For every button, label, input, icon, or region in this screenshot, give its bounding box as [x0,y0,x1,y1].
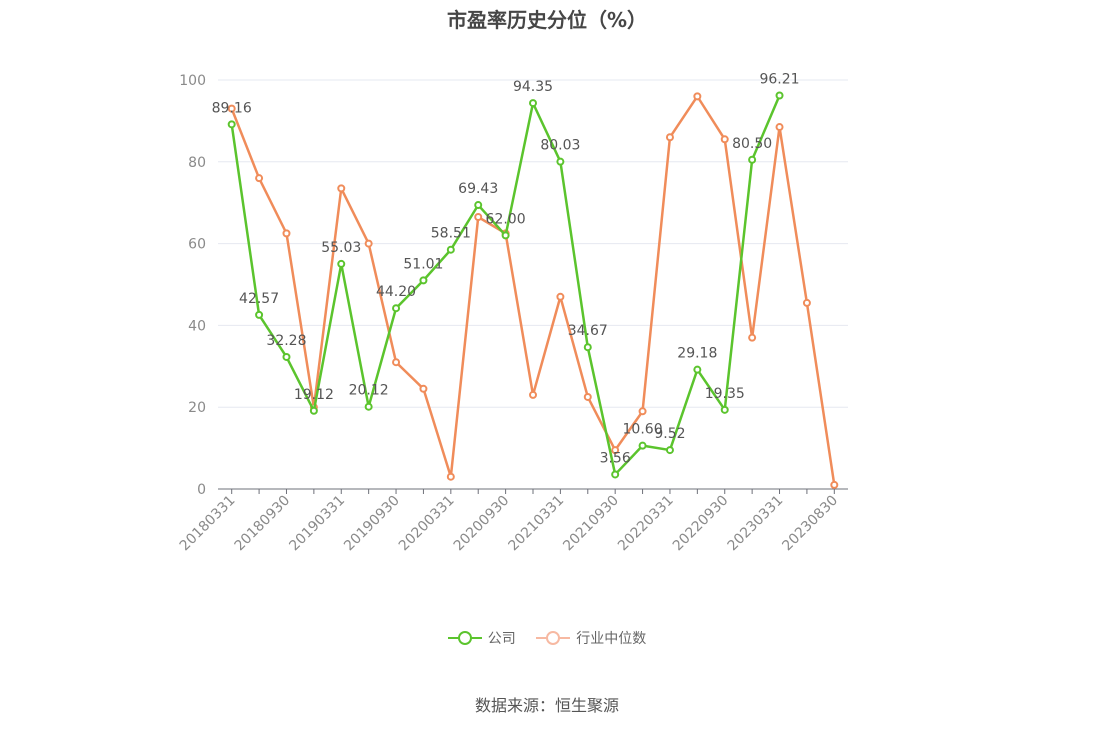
x-tick-label: 20200331 [396,493,458,555]
company-point [474,201,483,210]
industry-point [364,239,373,248]
legend-item-company[interactable]: 公司 [447,628,516,648]
data-label: 55.03 [321,240,361,256]
industry-point [227,104,236,113]
industry-point [255,174,264,183]
industry-point [446,472,455,481]
industry-point [802,298,811,307]
legend: 公司 行业中位数 [0,628,1094,649]
data-label: 20.12 [349,383,389,399]
company-point [446,245,455,254]
x-tick-label: 20190331 [286,493,348,555]
company-point [419,276,428,285]
x-tick-label: 20230331 [725,493,787,555]
data-label: 94.35 [513,79,553,95]
y-tick-label: 20 [188,400,206,416]
y-tick-label: 100 [179,73,206,89]
y-tick-label: 40 [188,318,206,334]
company-series-line [230,95,781,476]
industry-point [665,133,674,142]
data-label: 32.28 [266,333,306,349]
data-label: 89.16 [212,100,252,116]
industry-point [337,184,346,193]
data-label: 80.03 [540,138,580,154]
industry-point [583,392,592,401]
data-label: 19.35 [705,386,745,402]
data-label: 80.50 [732,136,772,152]
data-label: 9.52 [654,426,685,442]
x-tick-label: 20180930 [232,493,294,555]
company-point [227,120,236,129]
x-tick-label: 20180331 [177,493,239,555]
x-tick-label: 20210930 [560,493,622,555]
legend-item-industry[interactable]: 行业中位数 [536,628,646,648]
company-point [392,304,401,313]
company-point [556,157,565,166]
x-tick-label: 20210331 [506,493,568,555]
y-tick-label: 60 [188,237,206,253]
industry-point [748,333,757,342]
x-tick-label: 20230830 [779,493,841,555]
industry-point [419,384,428,393]
company-point [720,405,729,414]
industry-series-line [230,95,836,486]
data-label: 58.51 [431,226,471,242]
industry-point [474,213,483,222]
industry-point [611,446,620,455]
industry-point [282,229,291,238]
data-label: 34.67 [568,323,608,339]
x-tick-label: 20220331 [615,493,677,555]
industry-point [638,407,647,416]
data-source: 数据来源：恒生聚源 [474,696,619,715]
industry-point [775,123,784,132]
data-label: 19.12 [294,387,334,403]
industry-point [720,135,729,144]
data-label: 62.00 [486,211,526,227]
data-label: 96.21 [759,72,799,88]
company-point [501,231,510,240]
company-point [693,365,702,374]
legend-company-label: 公司 [487,631,516,647]
data-label: 29.18 [677,346,717,362]
series [227,91,839,489]
grid-lines [218,79,848,408]
company-point [638,441,647,450]
y-tick-label: 0 [197,482,206,498]
x-tick-label: 20190930 [341,493,403,555]
company-point [665,446,674,455]
data-label: 10.60 [623,422,663,438]
data-label: 42.57 [239,291,279,307]
company-point [611,470,620,479]
industry-point [392,358,401,367]
industry-point [693,92,702,101]
company-point [529,99,537,108]
data-label: 51.01 [403,256,443,272]
company-point [583,343,592,352]
data-label: 3.56 [600,450,631,466]
data-labels: 89.16 42.57 32.28 19.12 55.03 20.12 44.20 51.01… [212,72,800,467]
industry-point [556,292,565,301]
company-point [282,352,291,361]
company-point [748,155,757,164]
legend-industry-marker-icon [536,631,571,645]
legend-industry-label: 行业中位数 [576,631,647,647]
data-label: 69.43 [458,181,498,197]
company-point [775,91,784,100]
y-tick-label: 80 [188,155,206,171]
x-tick-label: 20220930 [670,493,732,555]
data-label: 44.20 [376,284,416,300]
legend-company-marker-icon [447,631,482,645]
chart-title: 市盈率历史分位（%） [446,8,648,32]
industry-point [529,390,537,399]
company-point [337,259,346,268]
industry-point [830,480,839,489]
x-tick-label: 20200930 [451,493,513,555]
company-point [364,402,373,411]
company-point [255,310,264,319]
company-point [309,406,318,415]
